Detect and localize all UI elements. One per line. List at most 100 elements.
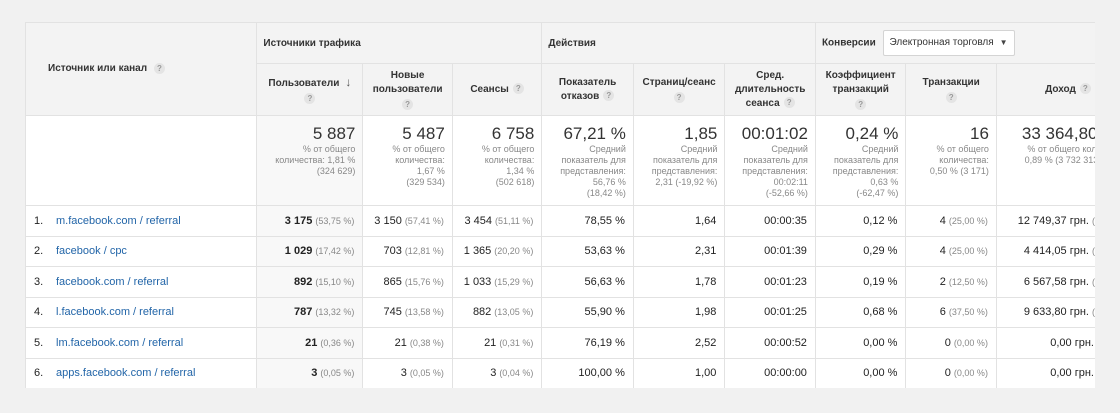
col-new-users-label: Новые пользователи bbox=[372, 70, 443, 95]
pages-cell: 1,64 bbox=[632, 205, 726, 237]
col-bounce-header[interactable]: Показатель отказов? bbox=[541, 63, 634, 116]
help-icon[interactable]: ? bbox=[304, 93, 316, 104]
total-note: 56,76 % bbox=[592, 177, 626, 187]
revenue-pct: (38,21 %) bbox=[1091, 215, 1095, 226]
pages-cell: 2,52 bbox=[632, 327, 726, 359]
source-cell: 5. lm.facebook.com / referral bbox=[25, 327, 258, 359]
actions-group-header: Действия bbox=[541, 22, 816, 64]
transactions-cell: 2 (12,50 %) bbox=[905, 266, 997, 298]
total-note: Средний bbox=[771, 144, 808, 154]
total-note: 2,31 (-19,92 %) bbox=[655, 177, 718, 187]
source-link[interactable]: facebook.com / referral bbox=[56, 275, 169, 288]
help-icon[interactable]: ? bbox=[603, 90, 615, 102]
bounce-cell: 100,00 % bbox=[541, 357, 634, 388]
total-value: 16 bbox=[970, 124, 989, 143]
table-row: 2. facebook / cpc 1 029 (17,42 %) 703 (12,81 … bbox=[25, 235, 1095, 267]
col-conv-rate-header[interactable]: Коэффициент транзакций? bbox=[814, 63, 907, 116]
users-cell: 21 (0,36 %) bbox=[256, 327, 364, 359]
col-duration-header[interactable]: Сред. длительность сеанса? bbox=[724, 63, 816, 116]
traffic-group-header: Источники трафика bbox=[256, 22, 543, 64]
revenue-cell: 6 567,58 грн.(19,68 %) bbox=[995, 266, 1095, 298]
revenue-cell: 0,00 грн.(0,00 %) bbox=[995, 327, 1095, 359]
col-transactions-label: Транзакции bbox=[922, 77, 980, 88]
total-duration: 00:01:02 Средний показатель для представлен… bbox=[724, 115, 816, 206]
help-icon[interactable]: ? bbox=[945, 92, 957, 103]
report-table: Источник или канал ? Источники трафика Д… bbox=[25, 22, 1095, 388]
source-cell: 3. facebook.com / referral bbox=[25, 266, 258, 298]
sessions-value: 3 454 bbox=[464, 214, 492, 227]
new-users-value: 745 bbox=[383, 306, 402, 319]
source-link[interactable]: lm.facebook.com / referral bbox=[56, 336, 184, 349]
arrow-down-icon[interactable]: ↓ bbox=[345, 75, 352, 89]
users-cell: 892 (15,10 %) bbox=[256, 266, 364, 298]
conv-rate-cell: 0,00 % bbox=[814, 327, 907, 359]
new-users-pct: (13,58 %) bbox=[404, 307, 444, 318]
total-note: Средний bbox=[680, 144, 718, 154]
col-users-header[interactable]: Пользователи ↓? bbox=[256, 63, 364, 116]
total-note: % от общего bbox=[302, 144, 356, 154]
row-index: 6. bbox=[34, 367, 44, 380]
bounce-cell: 55,90 % bbox=[541, 296, 634, 328]
new-users-cell: 865 (15,76 %) bbox=[362, 266, 453, 298]
row-index: 5. bbox=[34, 336, 44, 349]
source-cell: 4. l.facebook.com / referral bbox=[25, 296, 258, 328]
help-icon[interactable]: ? bbox=[673, 92, 685, 103]
col-pages-label: Страниц/сеанс bbox=[642, 77, 716, 88]
col-bounce-label: Показатель отказов bbox=[558, 76, 617, 102]
help-icon[interactable]: ? bbox=[402, 99, 414, 110]
source-link[interactable]: facebook / cpc bbox=[56, 245, 127, 258]
total-pages: 1,85 Средний показатель для представления: 2… bbox=[632, 115, 726, 206]
total-note: Средний bbox=[861, 144, 899, 154]
transactions-value: 2 bbox=[939, 275, 946, 288]
revenue-value: 12 749,37 грн. bbox=[1017, 214, 1089, 227]
col-sessions-header[interactable]: Сеансы? bbox=[451, 63, 543, 116]
help-icon[interactable]: ? bbox=[855, 99, 867, 110]
duration-cell: 00:01:23 bbox=[724, 266, 816, 298]
transactions-pct: (25,00 %) bbox=[948, 246, 988, 257]
col-pages-header[interactable]: Страниц/сеанс? bbox=[632, 63, 726, 116]
new-users-cell: 703 (12,81 %) bbox=[362, 235, 453, 267]
help-icon[interactable]: ? bbox=[512, 83, 524, 95]
total-value: 1,85 bbox=[684, 124, 718, 143]
sessions-pct: (0,04 %) bbox=[499, 368, 534, 379]
table-row: 1. m.facebook.com / referral 3 175 (53,75 %… bbox=[25, 205, 1095, 237]
transactions-value: 4 bbox=[939, 245, 946, 258]
source-link[interactable]: m.facebook.com / referral bbox=[56, 214, 181, 227]
total-note: показатель для bbox=[561, 155, 626, 165]
revenue-cell: 0,00 грн.(0,00 %) bbox=[995, 357, 1095, 388]
help-icon[interactable]: ? bbox=[783, 97, 795, 109]
users-value: 21 bbox=[305, 336, 318, 349]
sessions-pct: (51,11 %) bbox=[494, 215, 534, 226]
source-cell: 2. facebook / cpc bbox=[25, 235, 258, 267]
new-users-value: 865 bbox=[383, 275, 402, 288]
conversion-type-value: Электронная торговля bbox=[889, 37, 994, 48]
col-new-users-header[interactable]: Новые пользователи? bbox=[362, 63, 453, 116]
bounce-cell: 53,63 % bbox=[541, 235, 634, 267]
total-bounce: 67,21 % Средний показатель для представлени… bbox=[541, 115, 634, 206]
transactions-cell: 4 (25,00 %) bbox=[905, 205, 997, 237]
source-link[interactable]: l.facebook.com / referral bbox=[56, 306, 174, 319]
total-note: количества: bbox=[939, 155, 989, 165]
help-icon[interactable]: ? bbox=[1079, 83, 1091, 95]
total-value: 0,24 % bbox=[845, 124, 899, 143]
help-icon[interactable]: ? bbox=[153, 63, 165, 75]
total-note: 0,89 % (3 732 313,38 грн.) bbox=[1024, 155, 1095, 165]
col-transactions-header[interactable]: Транзакции? bbox=[905, 63, 997, 116]
transactions-value: 0 bbox=[944, 367, 951, 380]
new-users-cell: 3 150 (57,41 %) bbox=[362, 205, 453, 237]
revenue-value: 6 567,58 грн. bbox=[1023, 275, 1089, 288]
users-value: 1 029 bbox=[284, 245, 313, 258]
total-note: представления: bbox=[832, 166, 899, 176]
total-revenue: 33 364,80 грн.% от общего количества:0,8… bbox=[995, 115, 1095, 206]
users-value: 3 bbox=[311, 367, 318, 380]
total-note: представления: bbox=[742, 166, 808, 176]
conversion-type-select[interactable]: Электронная торговля ▼ bbox=[882, 30, 1015, 56]
source-cell: 1. m.facebook.com / referral bbox=[25, 205, 258, 237]
col-users-label: Пользователи bbox=[268, 78, 340, 89]
source-link[interactable]: apps.facebook.com / referral bbox=[56, 367, 196, 380]
duration-cell: 00:01:39 bbox=[724, 235, 816, 267]
duration-cell: 00:01:25 bbox=[724, 296, 816, 328]
col-revenue-header[interactable]: Доход? bbox=[995, 63, 1095, 116]
sessions-cell: 882 (13,05 %) bbox=[451, 296, 543, 328]
total-value: 6 758 bbox=[491, 124, 535, 143]
